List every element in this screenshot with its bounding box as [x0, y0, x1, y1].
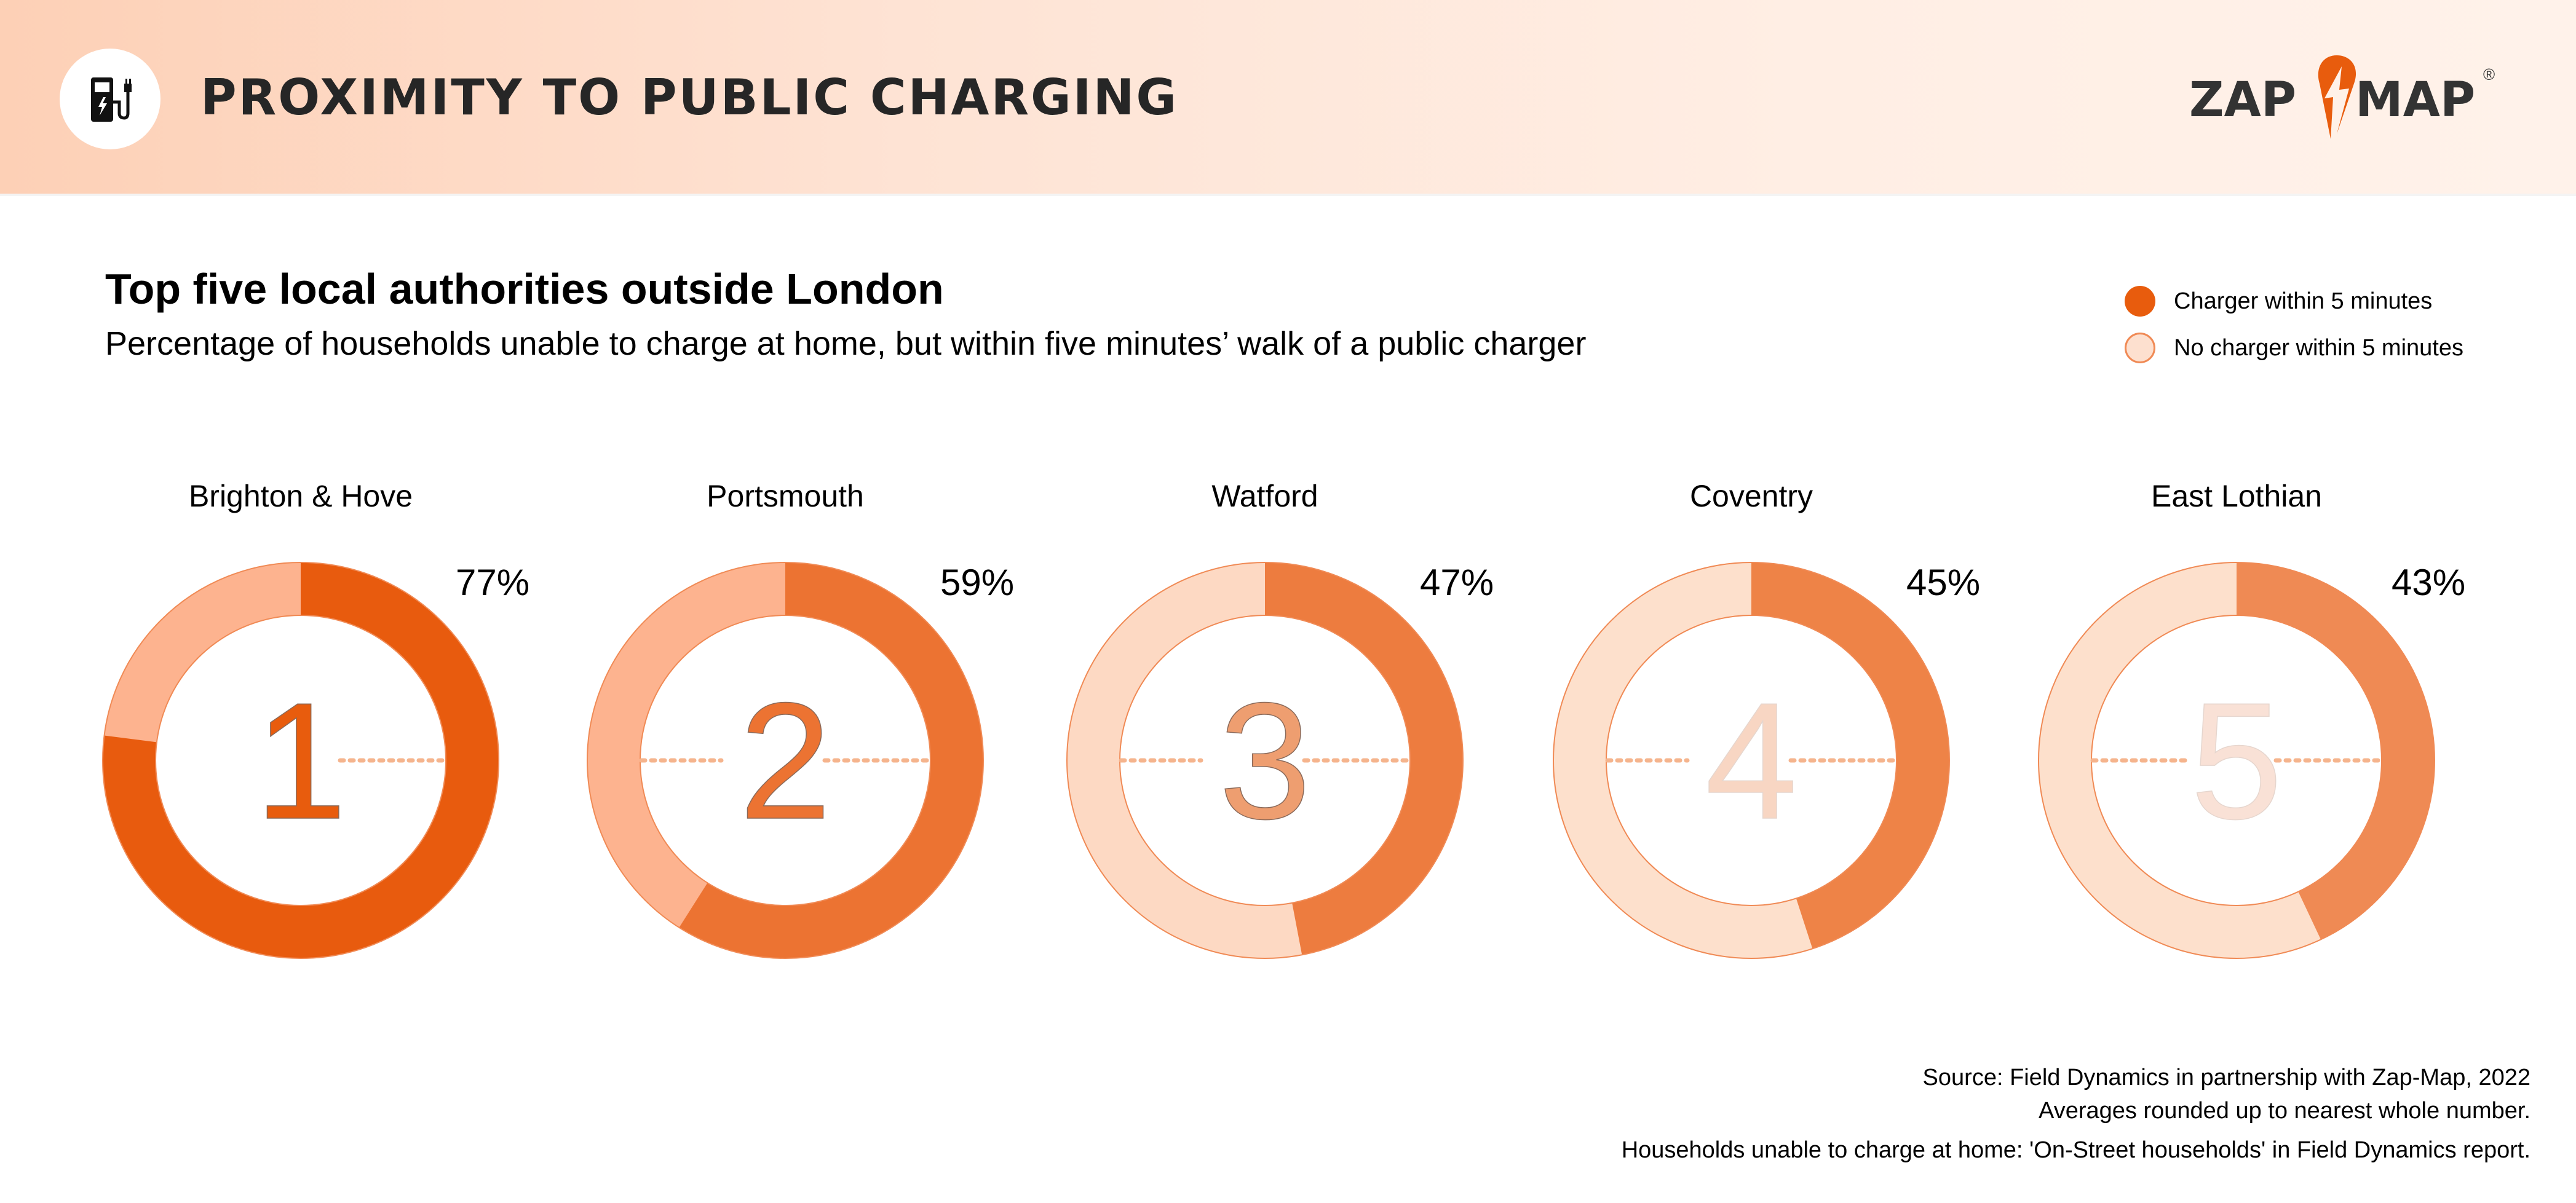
donut-outline — [587, 562, 984, 959]
percent-label: 47% — [1420, 562, 1494, 603]
donut-value-segment — [1067, 562, 1463, 958]
registered-mark: ® — [2483, 65, 2495, 84]
header-banner: PROXIMITY TO PUBLIC CHARGING ZAP MAP ® — [0, 0, 2576, 196]
legend-swatch — [2125, 333, 2155, 363]
rank-number: 4 — [1705, 669, 1797, 854]
authority-name: East Lothian — [2151, 479, 2322, 513]
lightning-pin-icon — [2318, 55, 2356, 139]
page-title: PROXIMITY TO PUBLIC CHARGING — [200, 69, 1179, 126]
donut-outline — [102, 562, 499, 959]
donut-value-segment — [1553, 562, 1949, 958]
rank-number: 3 — [1219, 669, 1311, 854]
percent-label: 45% — [1906, 562, 1980, 603]
legend: Charger within 5 minutes No charger with… — [2125, 278, 2463, 371]
rank-number: 1 — [255, 669, 347, 854]
source-note: Source: Field Dynamics in partnership wi… — [1922, 1065, 2530, 1091]
donut-value-segment — [587, 562, 983, 958]
logo-text-right: MAP — [2355, 73, 2476, 128]
legend-label: Charger within 5 minutes — [2174, 288, 2433, 314]
legend-item-no-charger: No charger within 5 minutes — [2125, 325, 2463, 371]
donut-inner-outline — [155, 615, 446, 906]
donut-outline — [2038, 562, 2435, 959]
percent-label: 59% — [940, 562, 1014, 603]
percent-label: 77% — [456, 562, 529, 603]
authority-name: Coventry — [1690, 479, 1813, 513]
zap-map-logo: ZAP MAP ® — [2189, 54, 2497, 146]
percent-label: 43% — [2392, 562, 2465, 603]
donut-outline — [1066, 562, 1464, 959]
chart-heading: Top five local authorities outside Londo… — [105, 265, 944, 313]
rank-number: 2 — [739, 669, 831, 854]
authority-name: Portsmouth — [707, 479, 864, 513]
authority-name: Brighton & Hove — [189, 479, 413, 513]
logo-text-left: ZAP — [2189, 73, 2297, 128]
definition-note: Households unable to charge at home: 'On… — [1621, 1137, 2530, 1163]
ev-charger-icon — [60, 49, 161, 149]
donut-value-segment — [2039, 562, 2435, 958]
legend-item-charger: Charger within 5 minutes — [2125, 278, 2463, 325]
donut-outline — [1553, 562, 1950, 959]
chart-subheading: Percentage of households unable to charg… — [105, 325, 1587, 362]
authority-name: Watford — [1211, 479, 1318, 513]
rank-number: 5 — [2190, 669, 2283, 854]
legend-swatch — [2125, 286, 2155, 317]
donut-value-segment — [103, 562, 499, 958]
legend-label: No charger within 5 minutes — [2174, 334, 2463, 361]
rounding-note: Averages rounded up to nearest whole num… — [2039, 1098, 2530, 1124]
